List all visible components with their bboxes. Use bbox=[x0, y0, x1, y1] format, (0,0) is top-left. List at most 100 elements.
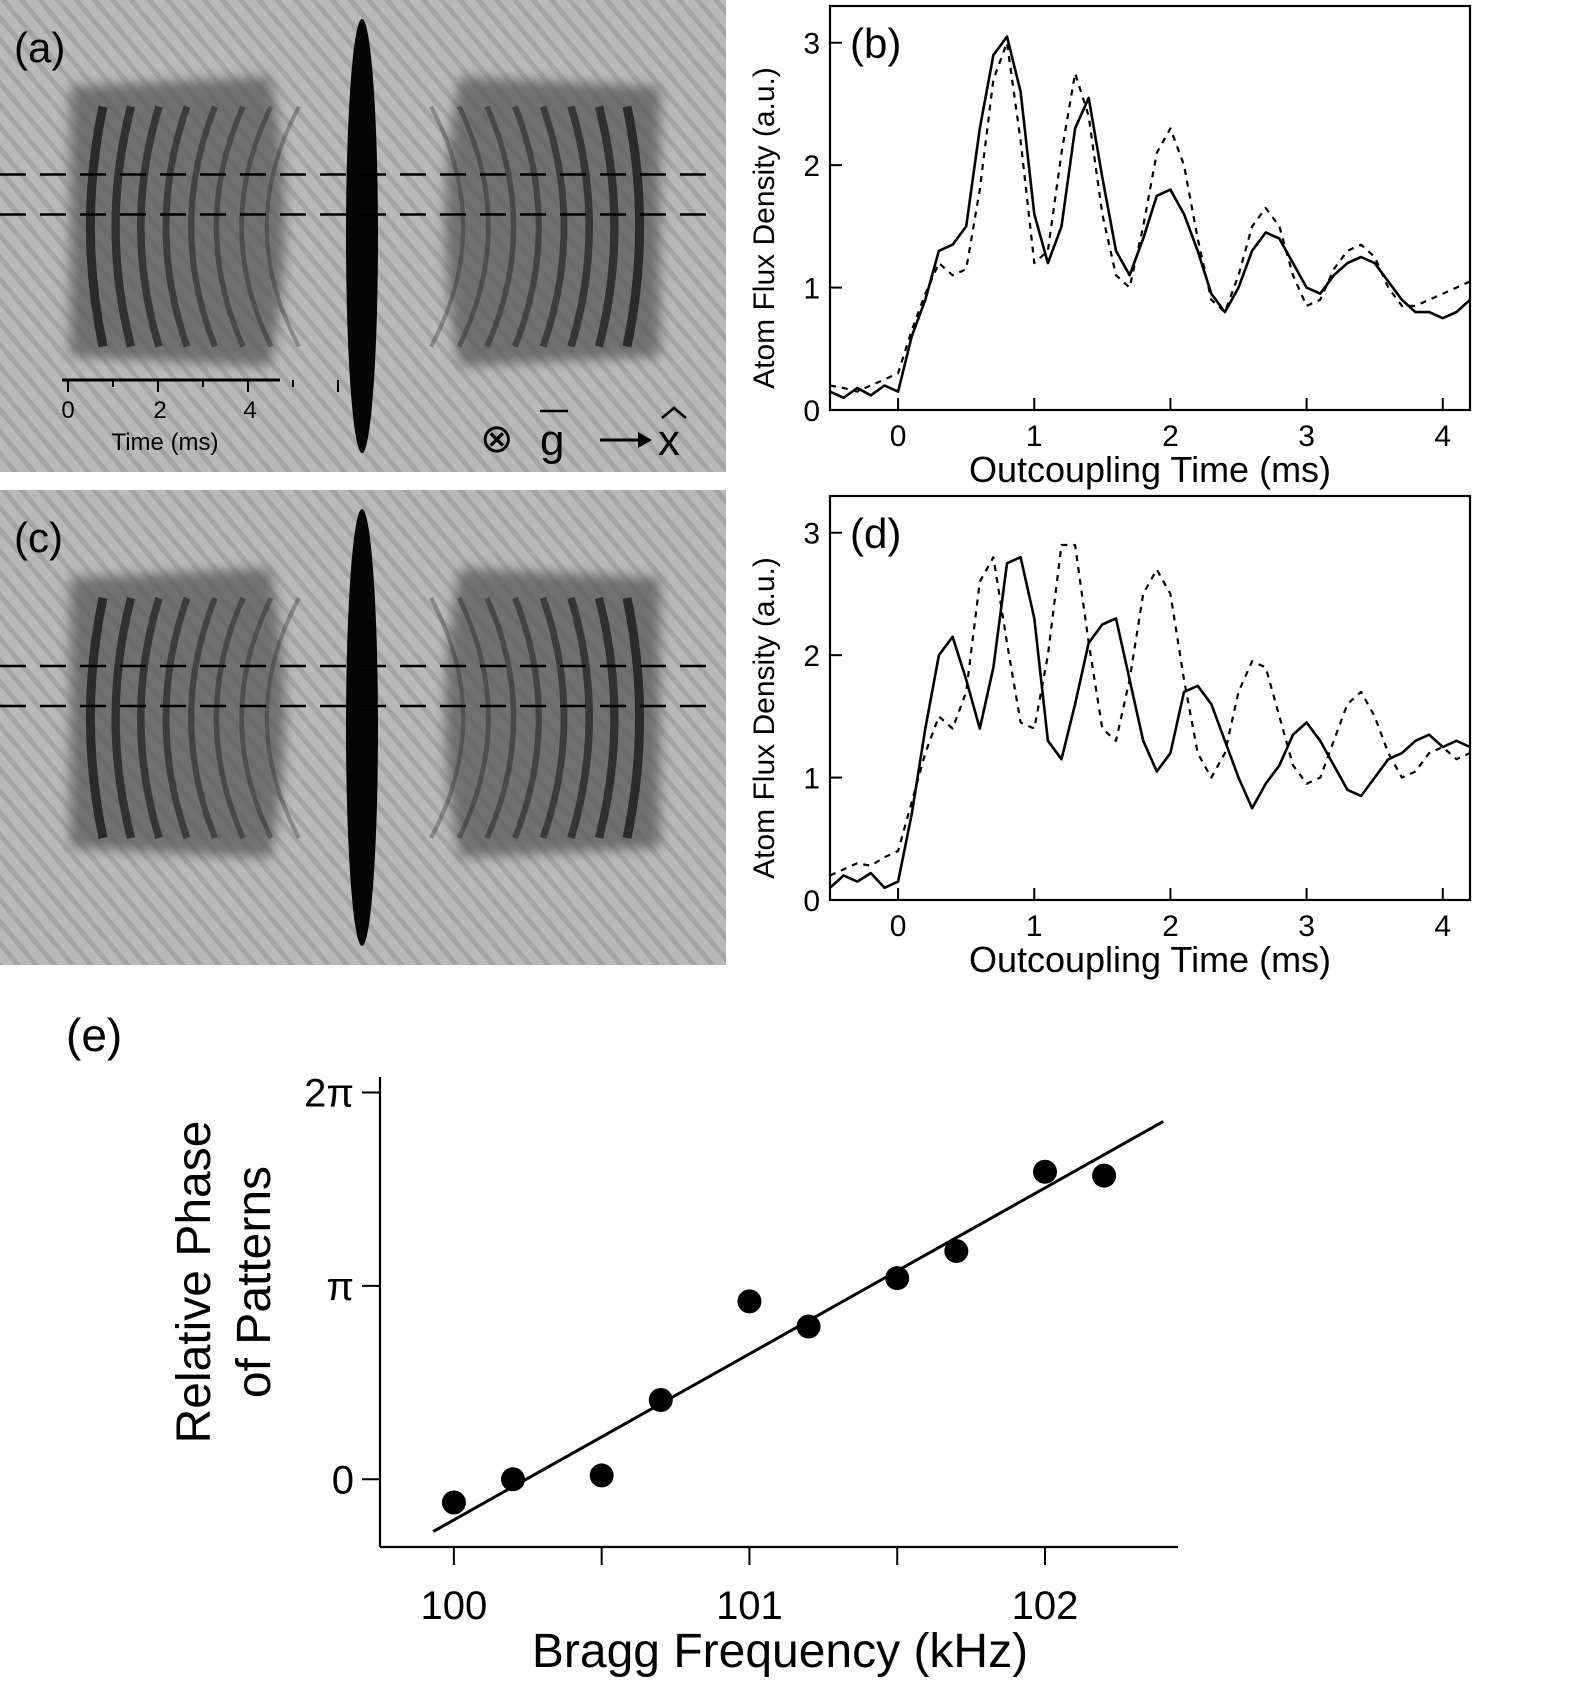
x-tick-label: 1 bbox=[1026, 420, 1043, 453]
x-tick-label: 4 bbox=[1434, 420, 1451, 453]
plot-frame bbox=[828, 494, 1472, 902]
atom-cloud-image-c: (c) bbox=[0, 490, 726, 965]
right-fringe bbox=[594, 596, 619, 840]
right-fringe bbox=[594, 105, 619, 348]
x-tick-label: 0 bbox=[890, 910, 907, 943]
right-fringe bbox=[567, 596, 593, 840]
scale-label: Time (ms) bbox=[111, 429, 218, 456]
x-tick-label: 3 bbox=[1298, 420, 1315, 453]
data-point bbox=[441, 1490, 466, 1515]
left-fringe bbox=[239, 105, 274, 348]
data-point bbox=[944, 1239, 969, 1264]
panel-label: (c) bbox=[14, 514, 63, 561]
y-tick-label: 0 bbox=[803, 395, 820, 428]
left-fringe bbox=[188, 596, 218, 840]
x-tick-label: 100 bbox=[421, 1584, 488, 1628]
y-tick-label: 2 bbox=[803, 150, 820, 183]
gravity-label: g bbox=[540, 416, 564, 465]
left-fringe bbox=[264, 597, 301, 839]
x-tick-label: 4 bbox=[1434, 910, 1451, 943]
image-panel-a: (a) 0 2 4 Time (ms) ⊗ g x bbox=[0, 0, 726, 472]
right-fringe bbox=[456, 596, 491, 840]
scale-tick-label: 2 bbox=[153, 397, 166, 424]
data-point bbox=[737, 1289, 762, 1314]
y-tick-label: 0 bbox=[803, 885, 820, 918]
solid-series-line bbox=[829, 35, 1471, 400]
right-fringe bbox=[539, 105, 568, 348]
plot-frame bbox=[828, 4, 1472, 412]
left-fringe bbox=[137, 105, 163, 348]
data-point bbox=[1033, 1159, 1057, 1184]
right-fringe bbox=[429, 597, 466, 839]
left-fringe bbox=[111, 596, 136, 840]
x-tick-label: 0 bbox=[890, 420, 907, 453]
data-point bbox=[589, 1463, 614, 1488]
scale-tick-label: 0 bbox=[61, 397, 74, 424]
right-fringe bbox=[484, 596, 517, 840]
x-tick-label: 102 bbox=[1012, 1584, 1079, 1628]
dashed-series-line bbox=[829, 41, 1471, 393]
y-tick-label: 1 bbox=[803, 273, 820, 306]
y-tick-label: 1 bbox=[803, 763, 820, 796]
y-axis-label: Atom Flux Density (a.u.) bbox=[748, 67, 781, 389]
left-fringe bbox=[85, 597, 108, 839]
x-tick-label: 3 bbox=[1298, 910, 1315, 943]
y-tick-label: 0 bbox=[332, 1458, 354, 1502]
x-axis-label: Outcoupling Time (ms) bbox=[969, 449, 1331, 490]
x-axis-label: x bbox=[658, 416, 680, 465]
left-fringe bbox=[162, 596, 191, 840]
right-fringe bbox=[539, 596, 568, 840]
time-scale-bar: 0 2 4 Time (ms) bbox=[61, 378, 339, 456]
y-tick-label: 2 bbox=[803, 640, 820, 673]
condensate bbox=[346, 509, 378, 946]
y-tick-label: π bbox=[326, 1265, 354, 1309]
chart-panel-b: 0 1 2 3 4 0 1 2 3 Outcoupling Time (ms) Atom Flux … bbox=[730, 0, 1577, 490]
hat-icon bbox=[661, 406, 687, 419]
left-fringe bbox=[162, 105, 191, 348]
right-fringe bbox=[622, 597, 645, 839]
left-fringe bbox=[239, 596, 274, 840]
data-point bbox=[1092, 1163, 1117, 1188]
data-point bbox=[501, 1467, 525, 1492]
y-axis-label-line-2: of Patterns bbox=[228, 1166, 281, 1398]
x-axis-label: Outcoupling Time (ms) bbox=[969, 939, 1331, 980]
right-fringe bbox=[567, 105, 593, 348]
panel-label: (b) bbox=[850, 20, 901, 67]
x-tick-label: 2 bbox=[1162, 420, 1179, 453]
y-axis-label-line-1: Relative Phase bbox=[168, 1121, 221, 1444]
solid-series-line bbox=[829, 555, 1471, 890]
right-fringe bbox=[512, 596, 542, 840]
left-fringe bbox=[188, 105, 218, 348]
left-fringe bbox=[213, 105, 246, 348]
x-tick-label: 1 bbox=[1026, 910, 1043, 943]
left-fringe bbox=[264, 105, 301, 348]
x-axis-label: Bragg Frequency (kHz) bbox=[532, 1625, 1028, 1678]
data-point bbox=[796, 1314, 821, 1339]
scale-tick-label: 4 bbox=[243, 397, 256, 424]
image-panel-c: (c) bbox=[0, 490, 726, 965]
y-tick-label: 3 bbox=[803, 28, 820, 61]
dashed-series-line bbox=[829, 543, 1471, 877]
atom-cloud-image-a: (a) 0 2 4 Time (ms) ⊗ g x bbox=[0, 0, 726, 472]
right-fringe bbox=[622, 105, 645, 348]
right-fringe bbox=[456, 105, 491, 348]
right-fringe bbox=[484, 105, 517, 348]
left-fringe bbox=[111, 105, 136, 348]
right-fringe bbox=[512, 105, 542, 348]
y-axis-label: Atom Flux Density (a.u.) bbox=[748, 557, 781, 879]
chart-panel-d: 0 1 2 3 4 0 1 2 3 Outcoupling Time (ms) Atom Flux … bbox=[730, 490, 1577, 980]
left-fringe bbox=[213, 596, 246, 840]
panel-label: (a) bbox=[14, 24, 65, 71]
chart-panel-e: 100 101 102 0 π 2π Bragg Frequency (kHz) Relati… bbox=[0, 985, 1577, 1680]
arrow-head-icon bbox=[638, 432, 652, 448]
x-tick-label: 2 bbox=[1162, 910, 1179, 943]
gravity-into-page-icon: ⊗ bbox=[480, 417, 514, 461]
right-fringe bbox=[429, 105, 466, 348]
left-fringe bbox=[137, 596, 163, 840]
panel-label: (d) bbox=[850, 510, 901, 557]
panel-label: (e) bbox=[66, 1009, 122, 1061]
y-tick-label: 2π bbox=[304, 1071, 354, 1115]
data-point bbox=[885, 1266, 910, 1291]
